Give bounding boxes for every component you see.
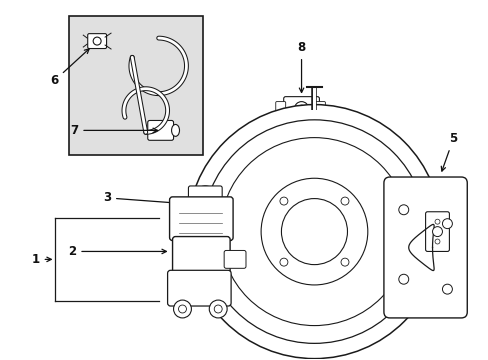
Circle shape	[340, 197, 348, 205]
Text: 4: 4	[0, 359, 1, 360]
Circle shape	[202, 120, 426, 343]
Circle shape	[294, 102, 308, 116]
Circle shape	[178, 305, 186, 313]
FancyBboxPatch shape	[275, 102, 285, 116]
FancyBboxPatch shape	[172, 237, 230, 274]
Circle shape	[220, 138, 407, 325]
FancyBboxPatch shape	[188, 186, 222, 204]
FancyBboxPatch shape	[87, 33, 106, 49]
FancyBboxPatch shape	[315, 102, 325, 116]
Ellipse shape	[171, 125, 179, 136]
Text: 3: 3	[102, 192, 196, 206]
Circle shape	[279, 197, 287, 205]
FancyBboxPatch shape	[283, 96, 319, 121]
Circle shape	[432, 227, 442, 237]
Text: 8: 8	[297, 41, 305, 93]
Circle shape	[281, 199, 347, 265]
FancyBboxPatch shape	[224, 251, 245, 268]
Text: 5: 5	[440, 132, 457, 171]
FancyBboxPatch shape	[425, 212, 448, 251]
Circle shape	[195, 186, 215, 206]
Circle shape	[298, 105, 305, 112]
Circle shape	[187, 105, 441, 359]
Text: 1: 1	[31, 253, 51, 266]
FancyBboxPatch shape	[69, 16, 203, 155]
Circle shape	[398, 205, 408, 215]
FancyBboxPatch shape	[169, 197, 233, 240]
Circle shape	[442, 284, 451, 294]
Circle shape	[434, 239, 439, 244]
FancyBboxPatch shape	[167, 270, 231, 306]
FancyBboxPatch shape	[383, 177, 467, 318]
Circle shape	[214, 305, 222, 313]
FancyBboxPatch shape	[147, 121, 173, 140]
Circle shape	[398, 274, 408, 284]
Circle shape	[340, 258, 348, 266]
Circle shape	[93, 37, 101, 45]
Text: 7: 7	[70, 124, 157, 137]
Text: 2: 2	[68, 245, 166, 258]
Circle shape	[173, 300, 191, 318]
Circle shape	[209, 300, 226, 318]
Text: 6: 6	[50, 49, 89, 87]
Circle shape	[279, 258, 287, 266]
Circle shape	[434, 219, 439, 224]
Circle shape	[442, 219, 451, 229]
Circle shape	[261, 178, 367, 285]
